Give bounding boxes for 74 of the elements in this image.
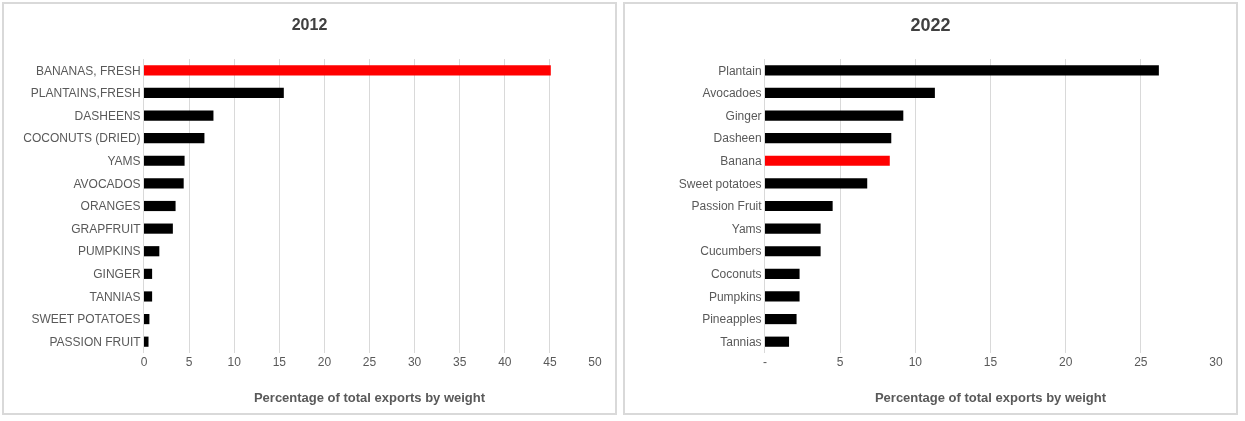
y-tick-label: Avocadoes [702,86,762,101]
bar [765,200,833,212]
bar [765,133,892,144]
y-tick-label: Passion Fruit [691,199,763,214]
chart-title: 2012 [291,16,328,34]
y-tick-label: Tannias [720,334,762,349]
x-tick-label: - [763,355,767,369]
bar [765,178,868,189]
y-tick-label: PLANTAINS,FRESH [30,86,141,101]
y-tick-label: Coconuts [710,267,762,282]
y-tick-label: Pumpkins [708,289,762,304]
bar [144,65,551,76]
x-tick-label: 35 [453,355,467,369]
bar [765,336,790,347]
bar [765,246,821,257]
y-tick-label: Dasheen [713,131,762,146]
x-axis-title: Percentage of total exports by weight [874,390,1107,405]
y-tick-label: Ginger [725,108,762,123]
y-tick-label: TANNIAS [89,289,141,304]
y-tick-label: PASSION FRUIT [49,334,142,349]
x-tick-label: 0 [140,355,148,369]
y-tick-label: ORANGES [80,199,141,214]
bar [765,223,821,234]
x-tick-label: 10 [908,355,923,369]
x-tick-label: 45 [543,355,557,369]
x-tick-label: 20 [317,355,332,369]
bar [144,268,153,279]
y-tick-label: BANANAS, FRESH [35,63,141,78]
y-tick-label: GINGER [93,267,141,282]
x-tick-label: 15 [983,355,998,369]
y-tick-label: Banana [720,153,762,168]
y-tick-label: Sweet potatoes [678,176,762,191]
x-axis-title: Percentage of total exports by weight [253,390,486,405]
x-tick-label: 5 [836,355,844,369]
y-tick-label: Yams [731,221,762,236]
bar [144,87,284,99]
x-tick-label: 40 [498,355,512,369]
bar [765,65,1159,76]
bar [144,133,205,144]
y-tick-label: COCONUTS (DRIED) [23,131,141,146]
y-tick-label: Pineapples [702,312,762,327]
bar [144,246,160,257]
y-tick-label: DASHEENS [74,108,141,123]
bar [765,155,890,166]
chart-title: 2022 [910,14,951,35]
y-tick-label: Cucumbers [700,244,762,259]
y-tick-label: Plantain [718,63,762,78]
y-tick-label: AVOCADOS [73,176,141,191]
bar [144,110,214,121]
bar [144,336,149,347]
x-tick-label: 20 [1058,355,1073,369]
x-tick-label: 25 [362,355,377,369]
bar [765,313,797,325]
bar [144,200,176,212]
y-tick-label: PUMPKINS [77,244,141,259]
y-tick-label: GRAPFRUIT [71,221,142,236]
bar [144,178,184,189]
x-tick-label: 10 [227,355,242,369]
bar [144,291,153,302]
bar [144,223,173,234]
bar [144,313,150,325]
x-tick-label: 30 [1209,355,1223,369]
bar [765,291,800,302]
x-tick-label: 5 [185,355,193,369]
y-tick-label: YAMS [107,153,141,168]
bar [765,110,904,121]
bar [765,87,935,99]
x-tick-label: 50 [588,355,602,369]
x-tick-label: 25 [1134,355,1148,369]
y-tick-label: SWEET POTATOES [31,312,141,327]
x-tick-label: 15 [272,355,287,369]
bar [765,268,800,279]
bar [144,155,185,166]
x-tick-label: 30 [407,355,422,369]
